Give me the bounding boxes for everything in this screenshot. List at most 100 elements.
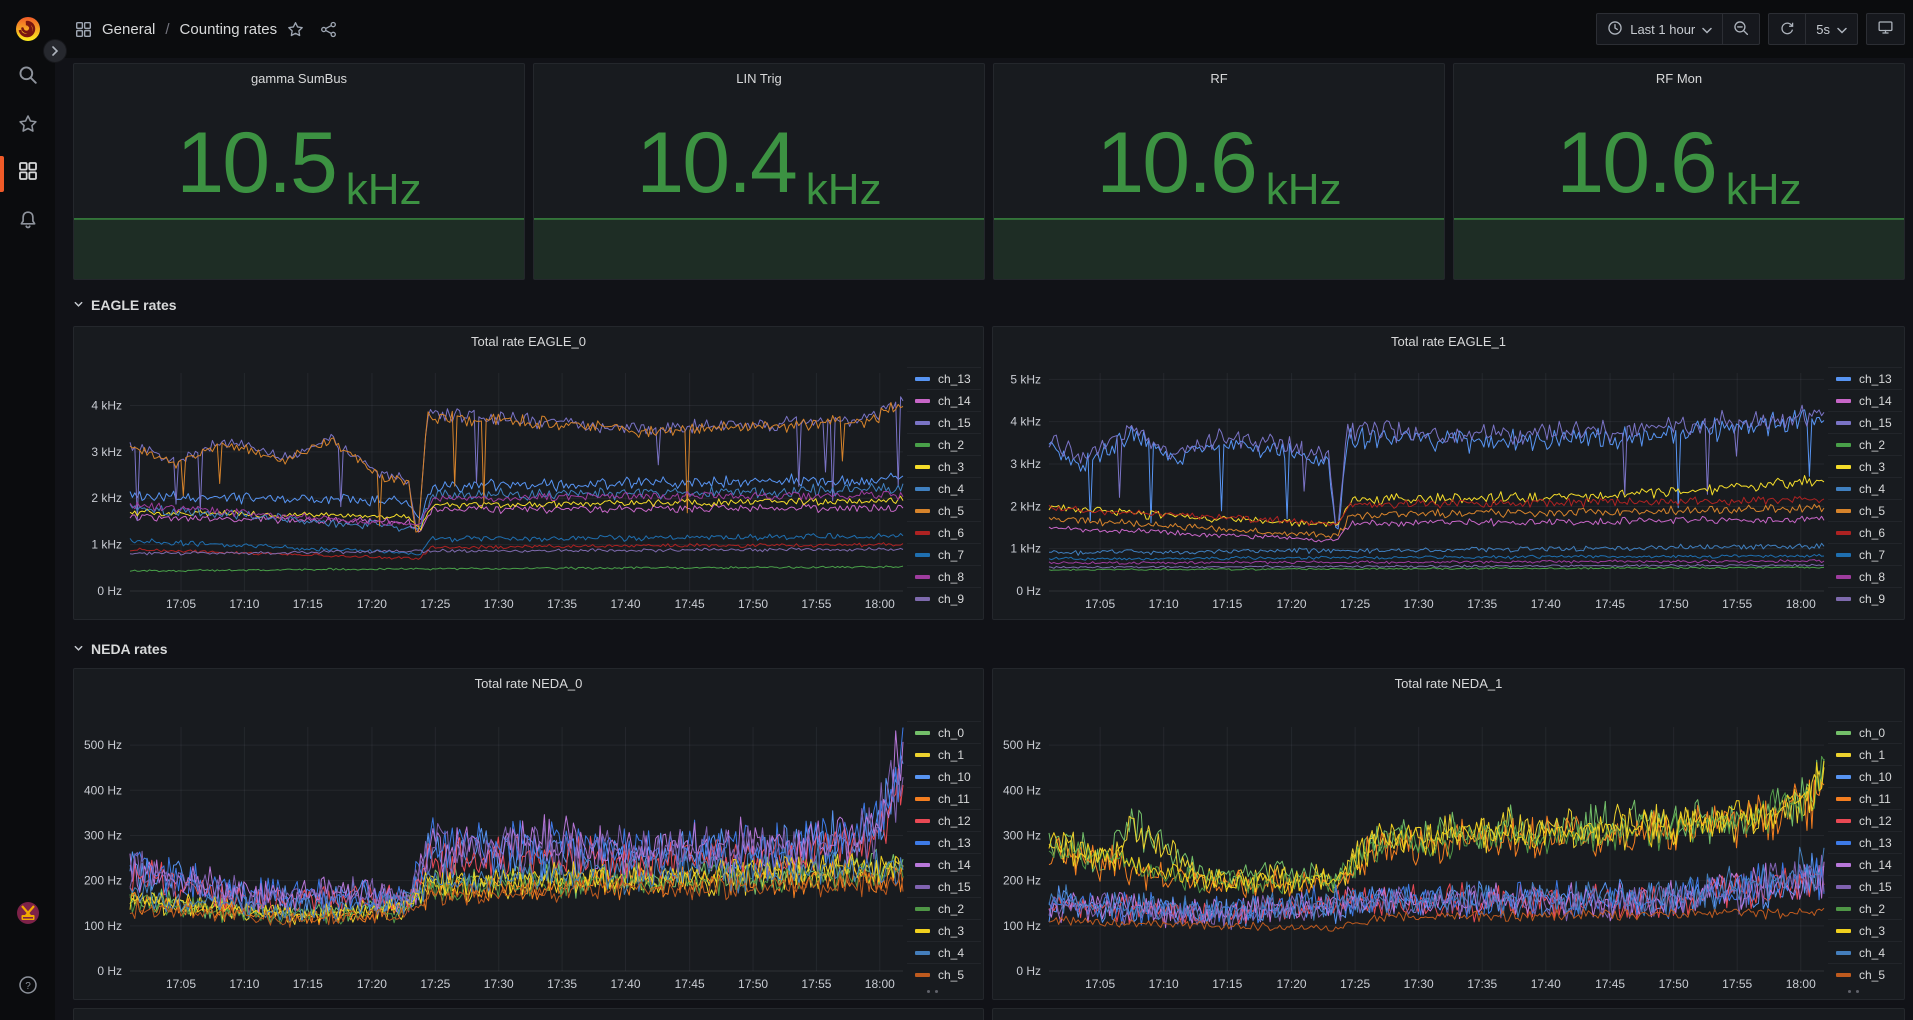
panel-title[interactable]: RF: [1210, 71, 1228, 86]
legend-item-ch_15[interactable]: ch_15: [907, 411, 981, 433]
legend-item-ch_15[interactable]: ch_15: [1828, 875, 1902, 897]
x-axis-tick-label: 17:05: [1085, 597, 1115, 611]
legend-item-ch_12[interactable]: ch_12: [1828, 809, 1902, 831]
legend-item-ch_1[interactable]: ch_1: [907, 743, 981, 765]
legend-item-ch_3[interactable]: ch_3: [907, 919, 981, 941]
legend-item-ch_4[interactable]: ch_4: [1828, 477, 1902, 499]
breadcrumb-page[interactable]: Counting rates: [179, 20, 278, 38]
legend-item-ch_14[interactable]: ch_14: [907, 389, 981, 411]
legend-item-ch_13[interactable]: ch_13: [1828, 367, 1902, 389]
legend-item-ch_11[interactable]: ch_11: [907, 787, 981, 809]
favorite-star-icon[interactable]: [287, 21, 304, 38]
legend-item-ch_5[interactable]: ch_5: [1828, 499, 1902, 521]
legend-item-ch_0[interactable]: ch_0: [907, 721, 981, 743]
kiosk-mode-button[interactable]: [1867, 14, 1904, 44]
series-ch_0: [1048, 759, 1825, 889]
row-header-neda[interactable]: NEDA rates: [73, 636, 168, 662]
legend-item-ch_13[interactable]: ch_13: [1828, 831, 1902, 853]
x-axis-tick-label: 17:30: [484, 977, 514, 991]
refresh-interval-picker[interactable]: 5s: [1805, 14, 1857, 44]
legend-item-ch_3[interactable]: ch_3: [1828, 455, 1902, 477]
legend-item-ch_7[interactable]: ch_7: [1828, 543, 1902, 565]
sidebar-item-alerting[interactable]: [0, 200, 55, 244]
chart-svg: 0 Hz 1 kHz 2 kHz 3 kHz 4 kHz 5 kHz 17:05 17:10 1…: [1010, 372, 1825, 611]
series-ch_14: [129, 503, 904, 533]
legend-item-ch_15[interactable]: ch_15: [907, 875, 981, 897]
panel-title[interactable]: LIN Trig: [736, 71, 782, 86]
legend-item-ch_5[interactable]: ch_5: [1828, 963, 1902, 985]
series-ch_6: [129, 542, 904, 560]
chart-legend: ch_0 ch_1 ch_10 ch_11 ch_12 ch_13 ch_14 ch_15 ch…: [907, 721, 981, 993]
legend-item-ch_1[interactable]: ch_1: [1828, 743, 1902, 765]
chart-plot-area[interactable]: 0 Hz 100 Hz 200 Hz 300 Hz 400 Hz 500 Hz 17:05 1…: [993, 669, 1904, 999]
legend-item-ch_10[interactable]: ch_10: [907, 765, 981, 787]
legend-item-ch_10[interactable]: ch_10: [1828, 765, 1902, 787]
x-axis-tick-label: 17:15: [1212, 977, 1242, 991]
panel-title[interactable]: RF Mon: [1655, 71, 1703, 86]
legend-item-ch_2[interactable]: ch_2: [907, 433, 981, 455]
legend-swatch: [915, 508, 930, 513]
y-axis-tick-label: 3 kHz: [1010, 457, 1041, 471]
row-header-eagle[interactable]: EAGLE rates: [73, 292, 177, 318]
x-axis-tick-label: 17:35: [547, 977, 577, 991]
y-axis-tick-label: 0 Hz: [1016, 964, 1041, 978]
legend-item-ch_4[interactable]: ch_4: [907, 941, 981, 963]
breadcrumb-section[interactable]: General: [102, 20, 156, 38]
legend-item-ch_13[interactable]: ch_13: [907, 367, 981, 389]
legend-item-ch_4[interactable]: ch_4: [1828, 941, 1902, 963]
panel-title[interactable]: gamma SumBus: [250, 71, 348, 86]
sidebar-item-profile[interactable]: [0, 893, 55, 937]
x-axis-tick-label: 18:00: [865, 597, 895, 611]
panel-title[interactable]: Total rate NEDA_0: [474, 676, 583, 691]
legend-item-ch_6[interactable]: ch_6: [1828, 521, 1902, 543]
panel-title[interactable]: Total rate EAGLE_1: [1391, 334, 1506, 349]
y-axis-tick-label: 1 kHz: [1010, 542, 1041, 556]
legend-item-ch_13[interactable]: ch_13: [907, 831, 981, 853]
refresh-button[interactable]: [1769, 14, 1805, 44]
legend-item-ch_2[interactable]: ch_2: [1828, 433, 1902, 455]
legend-item-ch_9[interactable]: ch_9: [1828, 587, 1902, 609]
legend-item-ch_9[interactable]: ch_9: [907, 587, 981, 609]
sidebar-expand-toggle[interactable]: [44, 40, 66, 62]
legend-item-ch_7[interactable]: ch_7: [907, 543, 981, 565]
legend-item-ch_4[interactable]: ch_4: [907, 477, 981, 499]
legend-item-ch_8[interactable]: ch_8: [907, 565, 981, 587]
legend-swatch: [915, 574, 930, 579]
legend-item-ch_6[interactable]: ch_6: [907, 521, 981, 543]
legend-item-ch_8[interactable]: ch_8: [1828, 565, 1902, 587]
series-ch_15: [1048, 404, 1825, 527]
chart-plot-area[interactable]: 0 Hz 1 kHz 2 kHz 3 kHz 4 kHz 5 kHz 17:05 17:10 1…: [993, 327, 1904, 619]
legend-item-ch_5[interactable]: ch_5: [907, 499, 981, 521]
legend-item-ch_2[interactable]: ch_2: [907, 897, 981, 919]
grafana-logo[interactable]: [12, 13, 44, 45]
legend-item-ch_15[interactable]: ch_15: [1828, 411, 1902, 433]
series-ch_12: [129, 768, 904, 915]
sidebar-item-search[interactable]: [0, 55, 55, 99]
time-range-label: Last 1 hour: [1630, 21, 1696, 37]
panel-title[interactable]: Total rate NEDA_1: [1394, 676, 1503, 691]
legend-swatch: [915, 442, 930, 447]
legend-item-ch_14[interactable]: ch_14: [1828, 853, 1902, 875]
legend-item-ch_14[interactable]: ch_14: [907, 853, 981, 875]
sidebar-item-starred[interactable]: [0, 104, 55, 148]
legend-item-ch_3[interactable]: ch_3: [1828, 919, 1902, 941]
sidebar-item-help[interactable]: ?: [0, 965, 55, 1009]
legend-item-ch_11[interactable]: ch_11: [1828, 787, 1902, 809]
legend-swatch: [915, 906, 930, 911]
chart-plot-area[interactable]: 0 Hz 1 kHz 2 kHz 3 kHz 4 kHz 17:05 17:10 17:15 1…: [74, 327, 983, 619]
sidebar-item-dashboards[interactable]: [0, 151, 55, 195]
legend-item-ch_2[interactable]: ch_2: [1828, 897, 1902, 919]
share-icon[interactable]: [320, 21, 337, 38]
chart-plot-area[interactable]: 0 Hz 100 Hz 200 Hz 300 Hz 400 Hz 500 Hz 17:05 1…: [74, 669, 983, 999]
legend-item-ch_0[interactable]: ch_0: [1828, 721, 1902, 743]
zoom-out-button[interactable]: [1722, 14, 1759, 44]
legend-swatch: [1836, 840, 1851, 845]
legend-swatch: [1836, 884, 1851, 889]
legend-item-ch_3[interactable]: ch_3: [907, 455, 981, 477]
legend-item-ch_5[interactable]: ch_5: [907, 963, 981, 985]
help-icon: ?: [18, 975, 38, 1000]
time-range-picker[interactable]: Last 1 hour: [1597, 14, 1722, 44]
legend-item-ch_12[interactable]: ch_12: [907, 809, 981, 831]
panel-title[interactable]: Total rate EAGLE_0: [471, 334, 586, 349]
legend-item-ch_14[interactable]: ch_14: [1828, 389, 1902, 411]
